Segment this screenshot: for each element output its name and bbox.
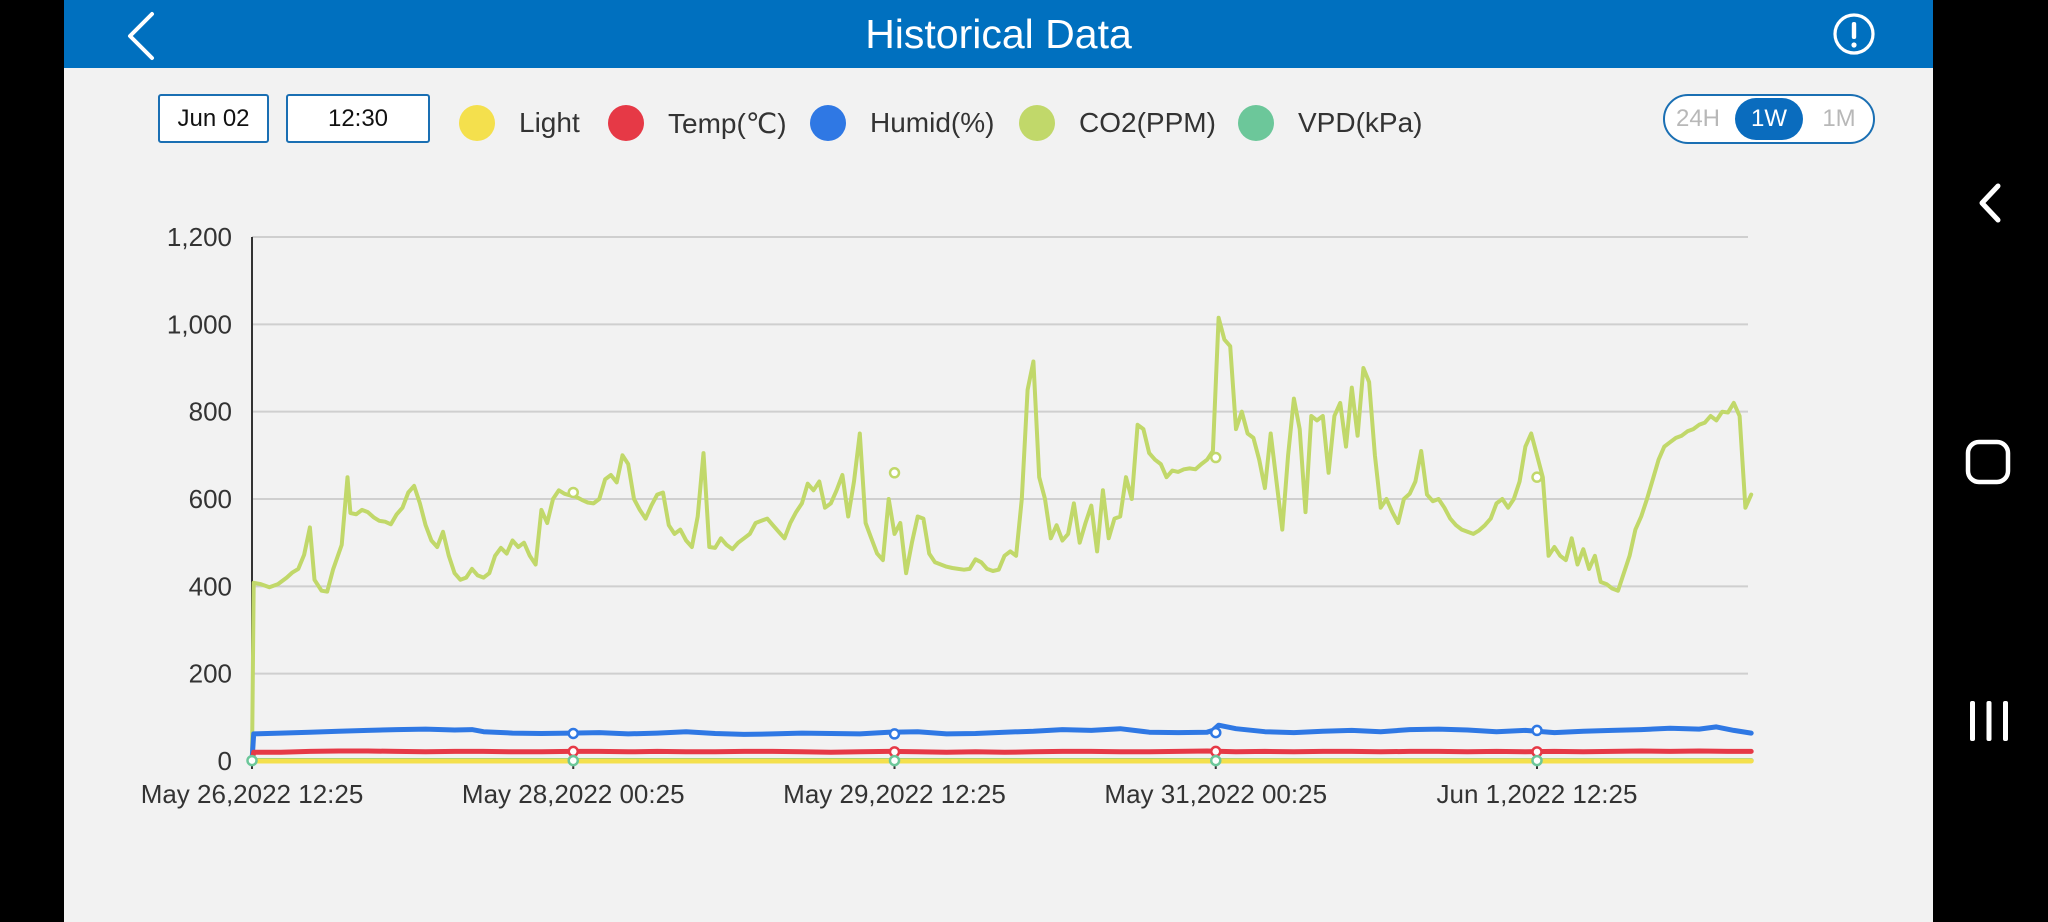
- data-point-vpd-kpa: [246, 754, 258, 767]
- y-tick-label: 800: [189, 397, 232, 427]
- data-point-co2-ppm: [888, 467, 901, 479]
- data-point-humid: [1531, 724, 1543, 737]
- nav-back-icon[interactable]: [1970, 178, 2010, 228]
- data-point-humid: [567, 727, 579, 740]
- data-point-humid: [1209, 726, 1222, 739]
- x-tick-label: May 31,2022 00:25: [1104, 779, 1327, 809]
- data-point-co2-ppm: [1531, 471, 1543, 483]
- legend-label-co2: CO2(PPM): [1079, 107, 1216, 138]
- exclamation-circle-icon[interactable]: [1832, 12, 1876, 56]
- legend-label-humid: Humid(%): [870, 107, 995, 138]
- legend-dot-vpd: [1238, 105, 1274, 141]
- y-tick-label: 1,200: [167, 222, 232, 252]
- legend-label-temp: Temp(℃): [668, 107, 787, 139]
- y-tick-label: 200: [189, 659, 232, 689]
- legend-item-humid[interactable]: Humid(%): [810, 103, 994, 143]
- legend-dot-light: [459, 105, 495, 141]
- data-point-humid: [888, 728, 901, 740]
- range-option-24h[interactable]: 24H: [1675, 105, 1721, 132]
- date-picker[interactable]: Jun 02: [158, 94, 269, 143]
- legend-item-light[interactable]: Light: [459, 103, 580, 143]
- range-option-1m[interactable]: 1M: [1822, 105, 1856, 132]
- data-point-co2-ppm: [567, 486, 579, 499]
- page-title: Historical Data: [865, 11, 1132, 57]
- legend-item-co2[interactable]: CO2(PPM): [1019, 103, 1216, 143]
- range-toggle: 24H 1W 1M: [1663, 94, 1875, 144]
- legend-dot-humid: [810, 105, 846, 141]
- data-point-vpd-kpa: [888, 754, 901, 767]
- data-point-vpd-kpa: [1531, 754, 1543, 767]
- range-option-1w[interactable]: 1W: [1735, 98, 1803, 140]
- app-screen: Historical Data Jun 02 12:30 Light Temp(…: [64, 0, 1933, 922]
- time-picker[interactable]: 12:30: [286, 94, 430, 143]
- series-line-humid: [249, 722, 1754, 764]
- android-nav-bar: [1933, 0, 2048, 922]
- x-tick-label: May 28,2022 00:25: [462, 779, 685, 809]
- top-app-bar: Historical Data: [64, 0, 1933, 68]
- nav-home-icon[interactable]: [1964, 438, 2012, 486]
- legend-label-vpd: VPD(kPa): [1298, 107, 1423, 138]
- series-line-temp: [249, 748, 1754, 764]
- x-tick-label: Jun 1,2022 12:25: [1437, 779, 1638, 809]
- y-tick-label: 1,000: [167, 309, 232, 339]
- data-point-co2-ppm: [1209, 451, 1222, 464]
- chevron-left-icon[interactable]: [114, 4, 174, 64]
- x-tick-label: May 29,2022 12:25: [783, 779, 1006, 809]
- y-tick-label: 400: [189, 571, 232, 601]
- legend-label-light: Light: [519, 107, 580, 138]
- y-tick-label: 600: [189, 484, 232, 514]
- data-point-temp: [567, 745, 579, 758]
- x-tick-label: May 26,2022 12:25: [141, 779, 364, 809]
- legend-dot-co2: [1019, 105, 1055, 141]
- nav-recents-icon[interactable]: [1967, 698, 2011, 744]
- data-point-vpd-kpa: [567, 754, 579, 767]
- legend-item-temp[interactable]: Temp(℃): [608, 103, 787, 143]
- data-point-vpd-kpa: [1209, 754, 1222, 767]
- legend-item-vpd[interactable]: VPD(kPa): [1238, 103, 1422, 143]
- y-tick-label: 0: [218, 746, 232, 776]
- data-point-temp: [1209, 745, 1222, 758]
- legend-dot-temp: [608, 105, 644, 141]
- series-line-co2-ppm: [250, 315, 1754, 763]
